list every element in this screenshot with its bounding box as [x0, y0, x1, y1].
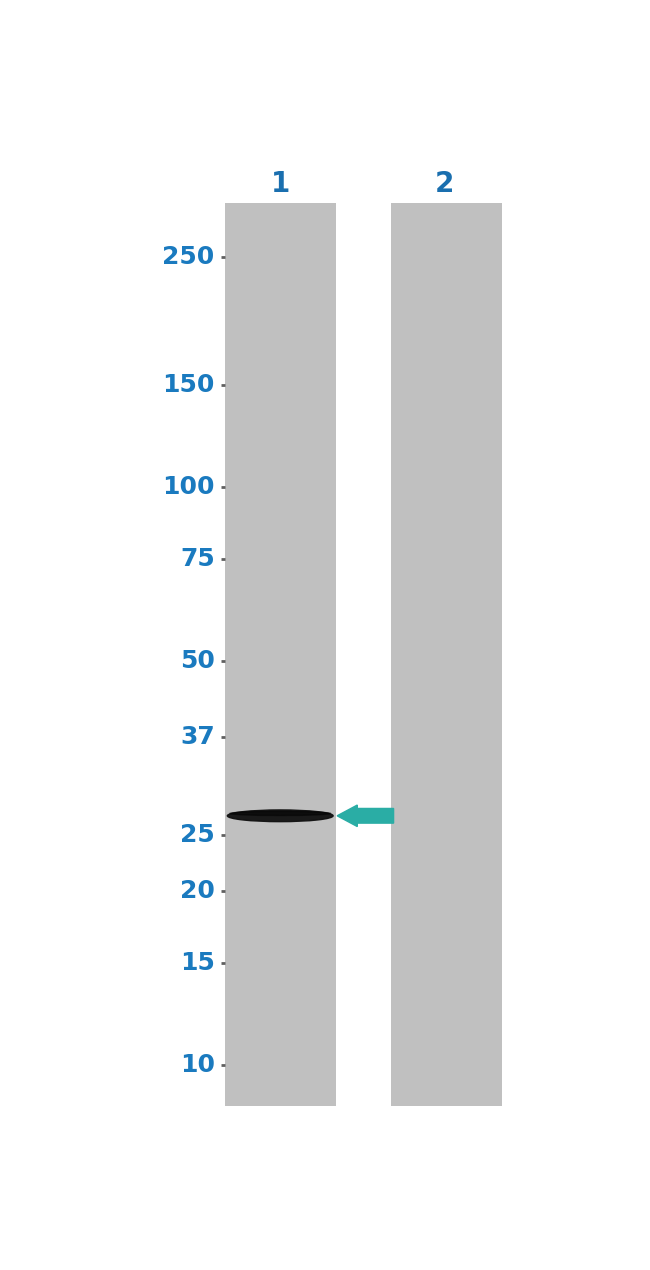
Ellipse shape	[227, 810, 333, 822]
Text: 25: 25	[180, 823, 214, 847]
Text: 1: 1	[270, 170, 290, 198]
Text: 100: 100	[162, 475, 214, 499]
Ellipse shape	[230, 812, 330, 815]
Text: 250: 250	[162, 245, 214, 269]
Text: 15: 15	[180, 951, 214, 975]
Text: 20: 20	[180, 879, 214, 903]
Bar	[391, 203, 502, 1106]
Text: 2: 2	[434, 170, 454, 198]
Text: 37: 37	[180, 725, 214, 749]
Text: 50: 50	[180, 649, 214, 673]
Bar	[225, 203, 335, 1106]
Text: 75: 75	[180, 547, 214, 572]
Text: 10: 10	[180, 1053, 214, 1077]
FancyArrow shape	[337, 805, 393, 827]
Text: 150: 150	[162, 373, 214, 398]
